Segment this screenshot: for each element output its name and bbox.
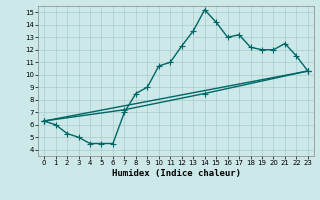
X-axis label: Humidex (Indice chaleur): Humidex (Indice chaleur): [111, 169, 241, 178]
